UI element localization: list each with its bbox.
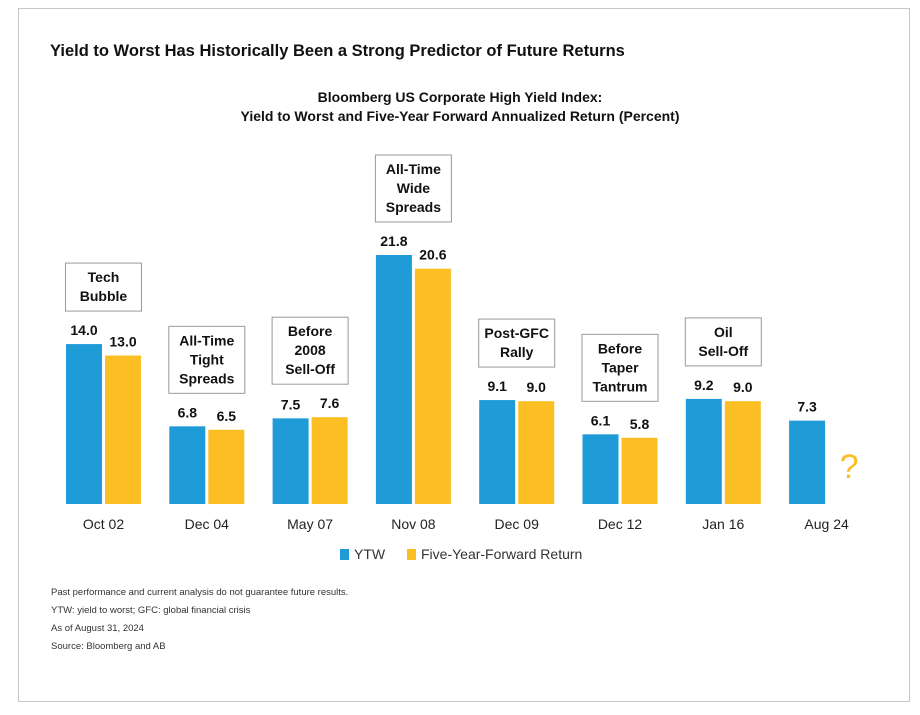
annotation-text-6-1: Before [598,340,643,356]
annotation-box-7 [684,317,762,367]
forward-return-value-label-3: 7.6 [320,395,340,411]
forward-return-value-label-1: 13.0 [109,334,136,350]
bar-chart: 14.0 13.0 Oct 02 Tech Bubble 6.8 6.5 Dec 04 All-… [65,154,859,532]
annotation-text-3-1: Before [288,323,333,339]
annotation-box-4 [374,154,452,223]
annotation-text-7-1: Oil [714,324,733,340]
forward-return-value-label-4: 20.6 [419,247,446,263]
annotation-text-4-1: All-Time [386,161,441,177]
footnote-as-of-date: As of August 31, 2024 [51,623,144,634]
forward-return-value-label-6: 5.8 [630,416,650,432]
page-title: Yield to Worst Has Historically Been a S… [50,42,625,60]
ytw-bar-5 [479,400,516,504]
x-tick-label-8: Aug 24 [804,516,849,532]
chart-subtitle-line-1: Bloomberg US Corporate High Yield Index: [317,89,603,105]
legend-label-forward-return: Five-Year-Forward Return [421,546,583,562]
annotation-text-2-2: Tight [190,351,224,367]
x-tick-label-3: May 07 [287,516,333,532]
footnote-disclaimer: Past performance and current analysis do… [51,587,349,598]
forward-return-value-label-2: 6.5 [217,408,237,424]
chart-frame [18,8,910,702]
ytw-bar-8 [789,420,826,504]
forward-return-bar-7 [724,401,761,504]
footnote-abbreviations: YTW: yield to worst; GFC: global financi… [51,605,251,616]
annotation-text-6-3: Tantrum [593,378,648,394]
annotation-text-7-2: Sell-Off [698,343,748,359]
ytw-value-label-4: 21.8 [380,233,407,249]
annotation-text-6-2: Taper [601,359,639,375]
legend-item-ytw: YTW [340,546,385,562]
annotation-text-3-3: Sell-Off [285,361,335,377]
chart-legend: YTW Five-Year-Forward Return [340,546,600,562]
ytw-value-label-8: 7.3 [797,399,817,415]
annotation-text-3-2: 2008 [295,342,326,358]
legend-swatch-ytw [340,549,349,560]
x-tick-label-5: Dec 09 [495,516,540,532]
forward-return-bar-5 [518,401,555,504]
x-tick-label-2: Dec 04 [185,516,230,532]
annotation-text-1-2: Bubble [80,288,128,304]
forward-return-bar-1 [105,355,141,504]
chart-subtitle-line-2: Yield to Worst and Five-Year Forward Ann… [240,108,680,124]
ytw-bar-2 [169,426,206,504]
legend-item-forward-return: Five-Year-Forward Return [407,546,582,562]
ytw-value-label-1: 14.0 [70,322,97,338]
x-tick-label-1: Oct 02 [83,516,124,532]
footnote-source: Source: Bloomberg and AB [51,641,166,652]
annotation-box-3 [271,316,349,385]
ytw-value-label-6: 6.1 [591,412,611,428]
annotation-text-5-1: Post-GFC [484,325,549,341]
annotation-box-5 [478,318,556,368]
ytw-bar-6 [582,434,619,504]
annotation-box-2 [168,325,246,394]
x-tick-label-6: Dec 12 [598,516,643,532]
forward-return-bar-4 [414,268,451,504]
annotation-text-4-2: Wide [397,180,431,196]
ytw-bar-7 [685,398,722,504]
annotation-box-1 [65,262,142,312]
annotation-text-4-3: Spreads [386,199,441,215]
footnotes: Past performance and current analysis do… [51,584,348,656]
forward-return-bar-3 [311,417,348,504]
annotation-text-1-1: Tech [88,269,120,285]
forward-return-question-mark: ? [840,448,859,486]
annotation-text-2-1: All-Time [179,332,234,348]
legend-label-ytw: YTW [354,546,386,562]
ytw-value-label-5: 9.1 [487,378,507,394]
ytw-bar-1 [66,344,102,504]
forward-return-bar-6 [621,437,658,504]
annotation-text-2-3: Spreads [179,370,234,386]
x-tick-label-7: Jan 16 [702,516,744,532]
forward-return-bar-2 [208,429,245,504]
ytw-bar-3 [272,418,309,504]
ytw-value-label-3: 7.5 [281,396,301,412]
ytw-bar-4 [375,255,412,504]
x-tick-label-4: Nov 08 [391,516,436,532]
ytw-value-label-7: 9.2 [694,377,714,393]
annotation-box-6 [581,333,659,402]
ytw-value-label-2: 6.8 [178,404,198,420]
forward-return-value-label-7: 9.0 [733,379,753,395]
annotation-text-5-2: Rally [500,344,534,360]
legend-swatch-forward-return [407,549,416,560]
forward-return-value-label-5: 9.0 [526,379,546,395]
